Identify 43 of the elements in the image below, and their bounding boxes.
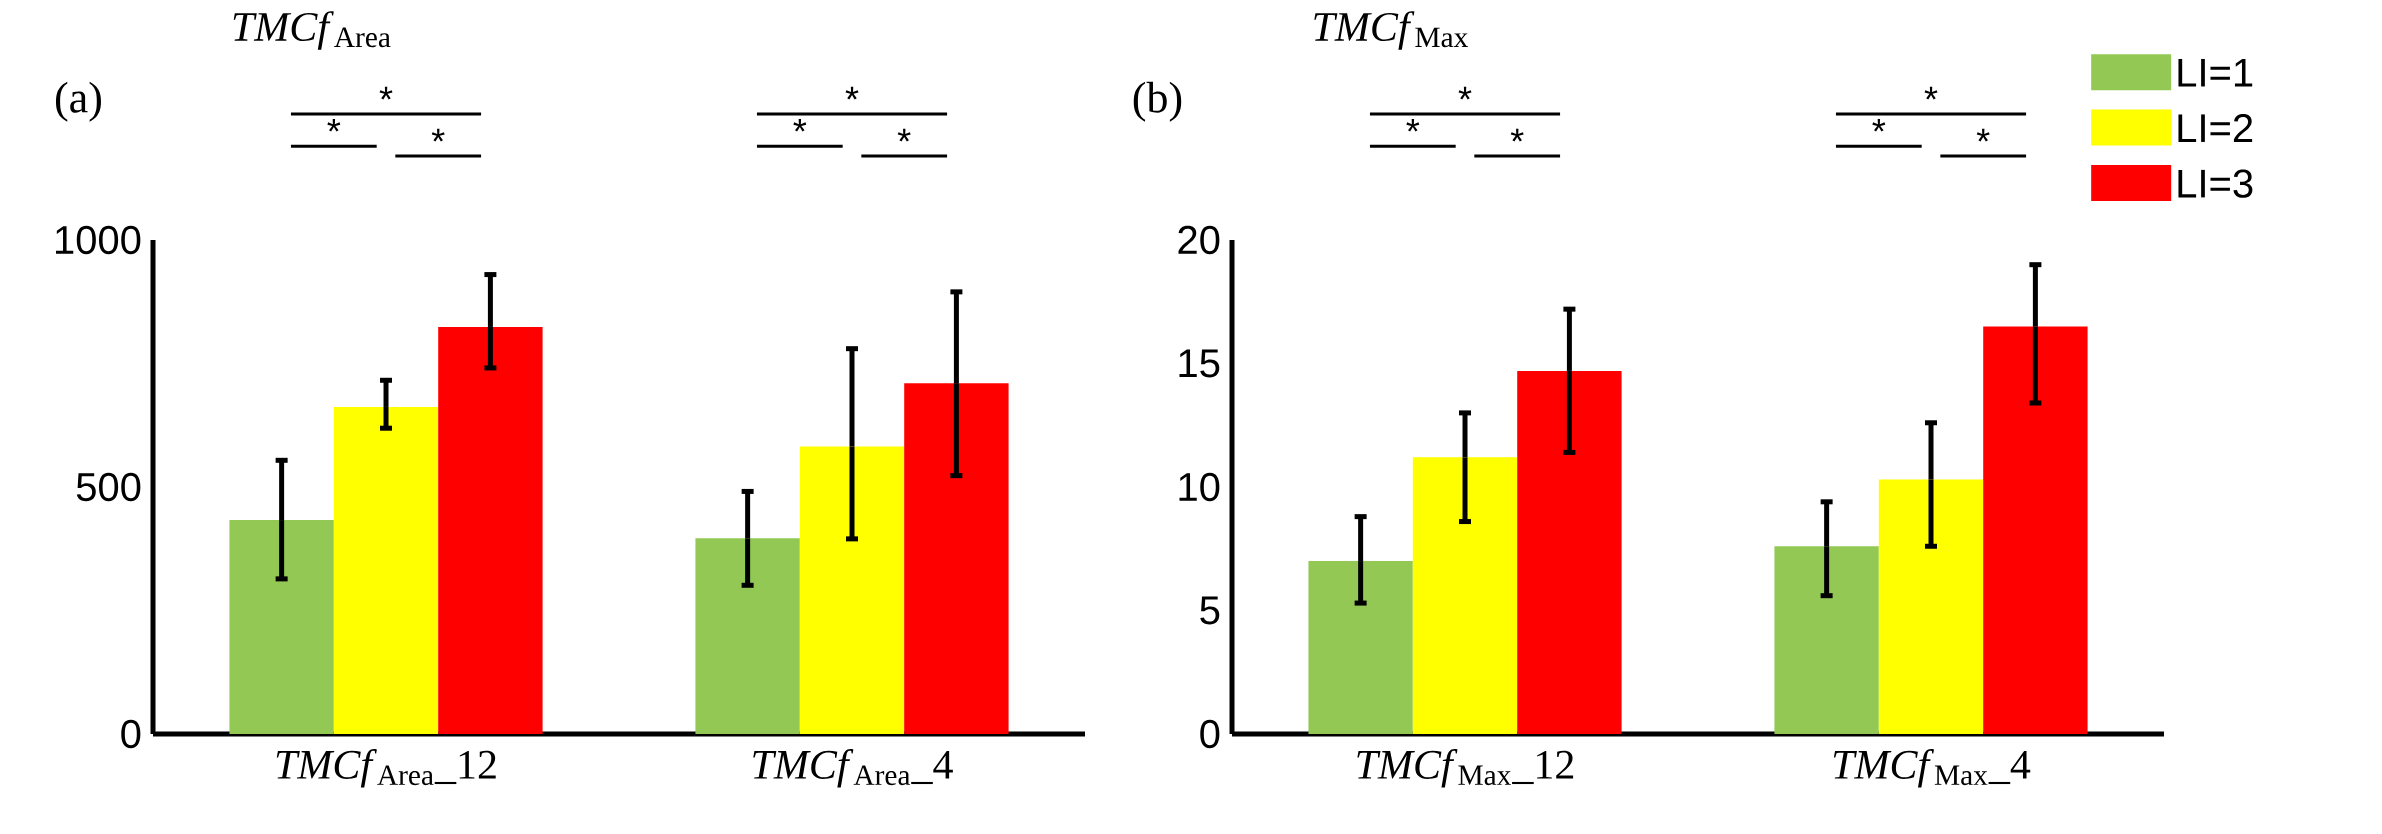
y-tick-label: 0 — [1200, 719, 1220, 749]
y-tick-label: 500 — [76, 472, 141, 502]
bar — [1774, 546, 1879, 734]
text: * — [1976, 128, 1990, 142]
text: * — [327, 118, 341, 132]
x-tick-label: TMCf$_{Max}$_12 — [1357, 749, 1574, 788]
y-tick-label: 15 — [1179, 349, 1220, 378]
legend-label: LI=3 — [2178, 169, 2253, 198]
bar — [1983, 326, 2088, 734]
text: * — [1406, 118, 1420, 132]
text: * — [379, 86, 393, 100]
bar — [799, 446, 905, 734]
chart-title: TMCf$_{Area}$ — [233, 11, 391, 50]
text: * — [845, 86, 859, 100]
legend-label: LI=1 — [2178, 58, 2253, 87]
bar — [438, 326, 543, 734]
bar — [229, 520, 334, 734]
text: * — [431, 128, 445, 142]
text: * — [1872, 118, 1886, 132]
text: * — [1924, 86, 1938, 100]
bar — [1878, 479, 1984, 734]
x-tick-label: TMCf$_{Max}$_4 — [1833, 749, 2031, 788]
bar — [1308, 561, 1413, 734]
text: * — [1510, 128, 1524, 142]
bar — [333, 406, 439, 734]
text: (a) — [55, 81, 101, 122]
bar — [904, 383, 1009, 734]
text: (b) — [1133, 81, 1182, 122]
legend-label: LI=2 — [2178, 114, 2253, 142]
y-tick-label: 1000 — [56, 225, 141, 255]
text: * — [793, 118, 807, 132]
x-tick-label: TMCf$_{Area}$_12 — [276, 749, 496, 788]
bar — [695, 538, 800, 734]
y-tick-label: 5 — [1200, 596, 1220, 625]
text: * — [897, 128, 911, 142]
text: * — [1458, 86, 1472, 100]
y-tick-label: 20 — [1178, 225, 1220, 255]
chart-title: TMCf$_{Max}$ — [1314, 11, 1468, 50]
bar — [1517, 370, 1622, 734]
x-tick-label: TMCf$_{Area}$_4 — [753, 749, 953, 788]
y-tick-label: 10 — [1179, 472, 1220, 502]
y-tick-label: 0 — [121, 719, 141, 749]
bar — [1412, 457, 1518, 734]
